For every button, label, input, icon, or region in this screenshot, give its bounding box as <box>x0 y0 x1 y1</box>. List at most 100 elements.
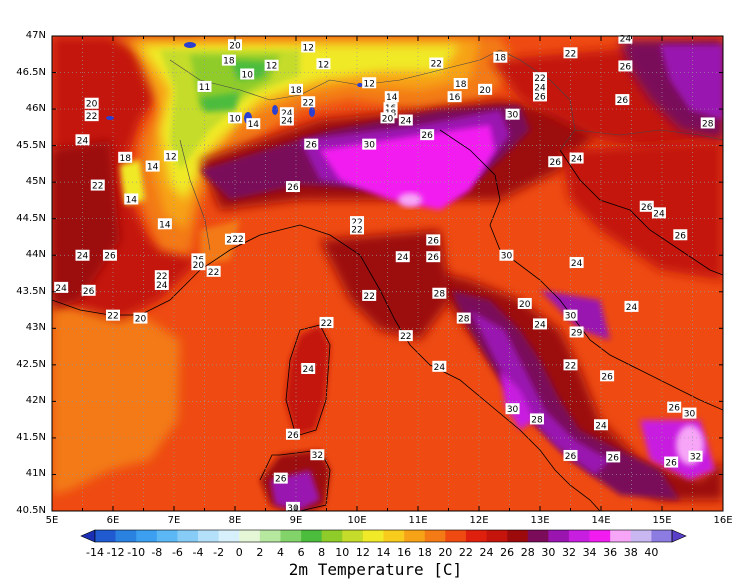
contour-label-box <box>398 114 413 126</box>
contour-label: 22 <box>362 289 377 302</box>
contour-label-box <box>221 54 236 66</box>
contour-label: 22 <box>563 47 578 59</box>
contour-label: 12 <box>264 59 279 72</box>
contour-label-box <box>301 41 316 53</box>
contour-label-text: 24 <box>302 365 314 375</box>
longitude-label: 11E <box>408 515 428 526</box>
longitude-label: 7E <box>167 515 181 526</box>
contour-label-box <box>246 118 261 130</box>
contour-label: 18 <box>453 78 468 90</box>
contour-label: 22 <box>106 309 120 322</box>
contour-label-text: 24 <box>281 109 293 119</box>
contour-label: 12 <box>163 150 178 162</box>
colorbar-swatch <box>342 530 364 542</box>
contour-label-box <box>453 78 468 89</box>
contour-label: 18 <box>289 83 303 96</box>
colorbar-label: -8 <box>151 546 163 559</box>
contour-label-box <box>682 407 697 419</box>
contour-label-box <box>163 150 178 162</box>
colorbar-label: 0 <box>235 546 243 559</box>
contour-label-text: 26 <box>675 231 687 241</box>
contour-label: 24 <box>533 318 547 330</box>
colorbar-swatch <box>136 530 158 542</box>
contour-label-text: 12 <box>302 43 313 53</box>
colorbar-label: -2 <box>213 546 225 559</box>
contour-label-text: 26 <box>607 453 619 463</box>
colorbar-swatch <box>548 530 570 542</box>
contour-label-text: 16 <box>449 93 461 103</box>
contour-label: 32 <box>310 449 325 461</box>
contour-label: 22 <box>350 216 364 228</box>
contour-label-text: 14 <box>126 195 138 205</box>
latitude-label: 44N <box>25 249 46 261</box>
contour-label-text: 28 <box>531 415 543 425</box>
contour-label-text: 26 <box>550 158 562 168</box>
contour-label: 22 <box>350 223 364 235</box>
contour-label-text: 22 <box>534 74 545 84</box>
contour-label-text: 30 <box>507 405 519 415</box>
contour-label-text: 24 <box>77 252 89 262</box>
contour-label: 22 <box>533 72 547 84</box>
colorbar-swatch <box>280 530 302 542</box>
contour-label-text: 22 <box>302 98 313 108</box>
contour-label-text: 20 <box>229 41 241 51</box>
latitude-label: 46N <box>25 103 46 115</box>
contour-label: 14 <box>124 193 139 205</box>
colorbar-label: 40 <box>644 546 659 559</box>
contour-label: 22 <box>206 265 221 278</box>
latitude-label: 40.5N <box>16 505 46 516</box>
contour-label: 14 <box>145 160 160 173</box>
contour-label: 24 <box>432 360 447 373</box>
colorbar-swatch <box>465 530 487 542</box>
contour-label-box <box>529 413 544 425</box>
contour-label-box <box>319 316 334 328</box>
contour-label-text: 26 <box>534 92 546 102</box>
contour-label: 14 <box>157 218 172 230</box>
colorbar-swatch <box>589 530 611 542</box>
contour-label-box <box>456 312 471 324</box>
contour-label-text: 26 <box>601 372 613 382</box>
contour-label-text: 24 <box>434 363 446 373</box>
contour-label-box <box>426 251 441 263</box>
contour-label: 24 <box>279 107 294 119</box>
longitude-label: 14E <box>591 515 611 526</box>
latitude-label: 41N <box>25 468 46 480</box>
contour-label: 26 <box>639 200 654 213</box>
colorbar-label: 26 <box>500 546 515 559</box>
contour-label: 26 <box>81 284 96 297</box>
contour-label: 14 <box>246 118 261 130</box>
contour-label-box <box>700 117 715 129</box>
contour-label-text: 22 <box>156 272 167 282</box>
contour-label-box <box>279 114 294 126</box>
contour-label-text: 26 <box>428 253 440 263</box>
contour-label: 10 <box>228 112 242 124</box>
contour-label: 22 <box>301 96 316 108</box>
contour-label: 22 <box>231 232 246 245</box>
contour-label-box <box>285 501 300 513</box>
contour-label: 22 <box>429 57 444 70</box>
contour-label-box <box>84 97 99 109</box>
contour-label-box <box>618 32 633 44</box>
latitude-label: 45.5N <box>16 139 46 151</box>
colorbar-swatch <box>568 530 590 542</box>
contour-label-text: 18 <box>455 80 467 90</box>
contour-label-box <box>533 90 547 102</box>
contour-label-box <box>197 80 212 92</box>
contour-label: 14 <box>384 91 399 103</box>
contour-label-text: 14 <box>147 163 159 173</box>
contour-label: 24 <box>569 257 584 269</box>
contour-label: 28 <box>432 287 447 300</box>
contour-label: 29 <box>569 326 584 338</box>
colorbar-swatch <box>177 530 199 542</box>
colorbar-swatch <box>383 530 405 542</box>
contour-label-text: 32 <box>312 451 323 461</box>
contour-label: 24 <box>398 114 413 127</box>
contour-label: 12 <box>316 58 331 70</box>
colorbar-label: 18 <box>417 546 432 559</box>
latitude-label: 43.5N <box>16 285 46 297</box>
colorbar-swatch <box>218 530 240 542</box>
contour-label-text: 30 <box>565 312 577 322</box>
contour-label-box <box>154 278 169 290</box>
